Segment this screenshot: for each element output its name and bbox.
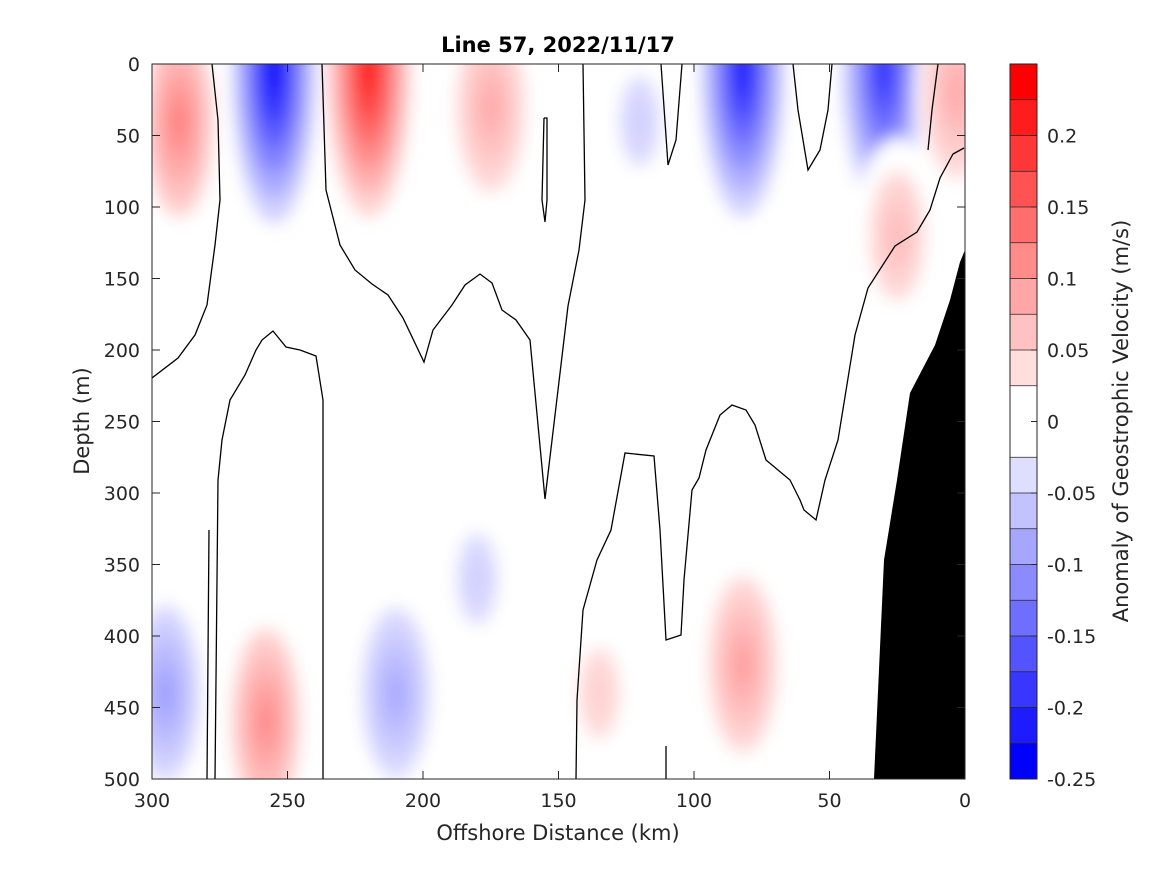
x-tick-label: 250 [269, 790, 305, 812]
zero-contour-line [321, 64, 586, 500]
field-lobe [949, 75, 964, 110]
colorbar-tick-label: 0.2 [1047, 126, 1077, 148]
y-tick-label: 100 [104, 197, 140, 219]
colorbar-band [1010, 64, 1037, 100]
y-axis-label: Depth (m) [70, 367, 94, 474]
colorbar-band [1010, 600, 1037, 636]
zero-contour-line [206, 529, 210, 779]
field-lobe [890, 219, 905, 252]
colorbar-band [1010, 743, 1037, 779]
colorbar-tick-label: 0 [1047, 412, 1059, 434]
colorbar-tick-label: 0.1 [1047, 269, 1077, 291]
colorbar-band [1010, 671, 1037, 708]
x-tick-label: 100 [676, 790, 712, 812]
zero-contour-line [214, 330, 324, 779]
colorbar-band [1010, 564, 1037, 601]
colorbar-band [1010, 457, 1037, 493]
colorbar-tick-label: 0.15 [1047, 197, 1089, 219]
zero-contour-line [792, 64, 833, 172]
colorbar-label: Anomaly of Geostrophic Velocity (m/s) [1109, 220, 1133, 623]
field-lobe [172, 101, 187, 141]
zero-contour-line [541, 117, 548, 223]
bathymetry-mask [874, 250, 965, 779]
y-tick-label: 350 [104, 555, 140, 577]
colorbar-band [1010, 278, 1037, 315]
x-tick-label: 200 [405, 790, 441, 812]
colorbar-band [1010, 707, 1037, 744]
x-tick-label: 150 [540, 790, 576, 812]
x-axis: 300 250 200 150 100 50 0 [134, 64, 971, 812]
y-tick-label: 50 [116, 126, 140, 148]
x-tick-label: 0 [959, 790, 971, 812]
field-lobe [592, 677, 607, 709]
field-lobe [158, 675, 173, 712]
colorbar-band [1010, 350, 1037, 386]
x-tick-label: 300 [134, 790, 170, 812]
colorbar-band [1010, 493, 1037, 529]
field-lobe [361, 64, 376, 96]
colorbar-tick-label: -0.05 [1047, 483, 1096, 505]
field-lobe [258, 702, 273, 741]
colorbar-band [1010, 528, 1037, 565]
zero-contour-line [927, 64, 939, 151]
colorbar-tick-label: -0.15 [1047, 626, 1096, 648]
colorbar-band [1010, 207, 1037, 243]
field-lobe [470, 563, 485, 595]
colorbar-tick-label: 0.05 [1047, 340, 1089, 362]
y-tick-label: 450 [104, 698, 140, 720]
y-tick-label: 300 [104, 483, 140, 505]
colorbar-band [1010, 99, 1037, 136]
y-tick-label: 500 [104, 769, 140, 791]
field-lobe [483, 89, 498, 125]
colorbar-band [1010, 135, 1037, 172]
colorbar-band [1010, 242, 1037, 279]
colorbar-band [1010, 314, 1037, 350]
field-lobe [735, 646, 750, 683]
zero-contours [152, 64, 965, 779]
y-tick-label: 400 [104, 626, 140, 648]
colorbar-tick-label: -0.25 [1047, 769, 1096, 791]
zero-contour-line [152, 64, 221, 379]
colorbar-tick-label: -0.2 [1047, 698, 1084, 720]
field-lobe [735, 64, 750, 96]
x-tick-label: 50 [817, 790, 841, 812]
colorbar-axis: 0.2 0.15 0.1 0.05 0 -0.05 -0.1 -0.15 -0.2 -0.25 [1031, 126, 1096, 791]
y-tick-label: 0 [128, 54, 140, 76]
chart-title: Line 57, 2022/11/17 [441, 33, 675, 57]
y-tick-label: 250 [104, 412, 140, 434]
velocity-anomaly-field [152, 64, 965, 779]
y-axis: 0 50 100 150 200 250 300 350 400 450 500 [104, 54, 965, 791]
colorbar-band [1010, 636, 1037, 672]
y-tick-label: 200 [104, 340, 140, 362]
field-lobe [632, 105, 647, 137]
colorbar-tick-label: -0.1 [1047, 555, 1084, 577]
zero-contour-line [575, 147, 965, 779]
field-lobe [388, 675, 403, 711]
zero-contour-line [660, 64, 683, 166]
colorbar-band [1010, 171, 1037, 207]
y-tick-label: 150 [104, 269, 140, 291]
field-lobe [266, 64, 281, 97]
field-lobe [876, 64, 891, 95]
x-axis-label: Offshore Distance (km) [436, 821, 679, 845]
